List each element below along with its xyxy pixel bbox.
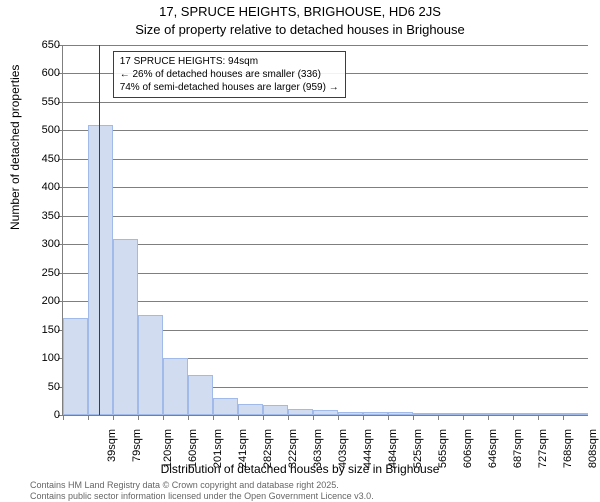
x-tick-label: 363sqm bbox=[312, 429, 324, 468]
annotation-larger: 74% of semi-detached houses are larger (… bbox=[120, 81, 339, 94]
histogram-bar bbox=[463, 413, 488, 415]
footer-line1: Contains HM Land Registry data © Crown c… bbox=[30, 480, 374, 491]
histogram-bar bbox=[413, 413, 438, 415]
property-size-histogram: 17, SPRUCE HEIGHTS, BRIGHOUSE, HD6 2JS S… bbox=[0, 0, 600, 500]
y-axis-label: Number of detached properties bbox=[8, 65, 22, 230]
annotation-subject: 17 SPRUCE HEIGHTS: 94sqm bbox=[120, 55, 339, 68]
subject-property-marker bbox=[99, 45, 100, 415]
histogram-bar bbox=[138, 315, 163, 415]
grid-line bbox=[63, 130, 588, 131]
y-tick-label: 450 bbox=[30, 153, 60, 165]
x-tick-mark bbox=[63, 415, 64, 420]
x-tick-mark bbox=[113, 415, 114, 420]
x-tick-mark bbox=[563, 415, 564, 420]
y-tick-label: 200 bbox=[30, 295, 60, 307]
x-tick-label: 39sqm bbox=[106, 429, 118, 462]
x-tick-label: 282sqm bbox=[262, 429, 274, 468]
y-tick-label: 400 bbox=[30, 181, 60, 193]
x-tick-label: 241sqm bbox=[237, 429, 249, 468]
x-tick-label: 646sqm bbox=[487, 429, 499, 468]
x-tick-label: 79sqm bbox=[131, 429, 143, 462]
grid-line bbox=[63, 244, 588, 245]
histogram-bar bbox=[88, 125, 113, 415]
x-tick-label: 727sqm bbox=[537, 429, 549, 468]
y-tick-label: 550 bbox=[30, 96, 60, 108]
x-tick-label: 444sqm bbox=[362, 429, 374, 468]
y-tick-label: 50 bbox=[30, 381, 60, 393]
histogram-bar bbox=[513, 413, 538, 415]
histogram-bar bbox=[238, 404, 263, 415]
x-tick-label: 201sqm bbox=[212, 429, 224, 468]
histogram-bar bbox=[538, 413, 563, 415]
x-tick-mark bbox=[338, 415, 339, 420]
grid-line bbox=[63, 102, 588, 103]
grid-line bbox=[63, 301, 588, 302]
histogram-bar bbox=[488, 413, 513, 415]
x-tick-mark bbox=[438, 415, 439, 420]
histogram-bar bbox=[338, 412, 363, 415]
x-tick-label: 484sqm bbox=[387, 429, 399, 468]
x-tick-mark bbox=[238, 415, 239, 420]
y-tick-label: 250 bbox=[30, 267, 60, 279]
plot-area: 17 SPRUCE HEIGHTS: 94sqm← 26% of detache… bbox=[62, 45, 588, 416]
grid-line bbox=[63, 187, 588, 188]
histogram-bar bbox=[388, 412, 413, 415]
histogram-bar bbox=[188, 375, 213, 415]
x-tick-mark bbox=[363, 415, 364, 420]
x-tick-mark bbox=[413, 415, 414, 420]
histogram-bar bbox=[563, 413, 588, 415]
x-tick-label: 525sqm bbox=[412, 429, 424, 468]
x-tick-label: 120sqm bbox=[162, 429, 174, 468]
x-tick-mark bbox=[88, 415, 89, 420]
x-tick-label: 687sqm bbox=[512, 429, 524, 468]
y-tick-label: 350 bbox=[30, 210, 60, 222]
x-tick-mark bbox=[163, 415, 164, 420]
histogram-bar bbox=[438, 413, 463, 415]
x-tick-mark bbox=[388, 415, 389, 420]
y-tick-label: 100 bbox=[30, 352, 60, 364]
y-tick-label: 300 bbox=[30, 238, 60, 250]
x-axis-label: Distribution of detached houses by size … bbox=[0, 462, 600, 476]
x-tick-mark bbox=[538, 415, 539, 420]
x-tick-mark bbox=[313, 415, 314, 420]
x-tick-label: 606sqm bbox=[462, 429, 474, 468]
y-tick-label: 0 bbox=[30, 409, 60, 421]
y-tick-label: 650 bbox=[30, 39, 60, 51]
x-tick-mark bbox=[213, 415, 214, 420]
grid-line bbox=[63, 216, 588, 217]
y-tick-label: 150 bbox=[30, 324, 60, 336]
y-tick-label: 600 bbox=[30, 67, 60, 79]
histogram-bar bbox=[288, 409, 313, 415]
x-tick-mark bbox=[463, 415, 464, 420]
grid-line bbox=[63, 273, 588, 274]
chart-title-address: 17, SPRUCE HEIGHTS, BRIGHOUSE, HD6 2JS bbox=[0, 4, 600, 19]
x-tick-label: 322sqm bbox=[287, 429, 299, 468]
x-tick-mark bbox=[488, 415, 489, 420]
grid-line bbox=[63, 415, 588, 416]
histogram-bar bbox=[63, 318, 88, 415]
x-tick-mark bbox=[288, 415, 289, 420]
histogram-bar bbox=[313, 410, 338, 415]
grid-line bbox=[63, 45, 588, 46]
histogram-bar bbox=[163, 358, 188, 415]
histogram-bar bbox=[363, 412, 388, 415]
x-tick-label: 565sqm bbox=[437, 429, 449, 468]
histogram-bar bbox=[113, 239, 138, 415]
x-tick-mark bbox=[513, 415, 514, 420]
histogram-bar bbox=[263, 405, 288, 415]
y-tick-label: 500 bbox=[30, 124, 60, 136]
x-tick-mark bbox=[188, 415, 189, 420]
grid-line bbox=[63, 159, 588, 160]
x-tick-label: 768sqm bbox=[562, 429, 574, 468]
x-tick-label: 403sqm bbox=[337, 429, 349, 468]
x-tick-mark bbox=[138, 415, 139, 420]
annotation-box: 17 SPRUCE HEIGHTS: 94sqm← 26% of detache… bbox=[113, 51, 346, 98]
annotation-smaller: ← 26% of detached houses are smaller (33… bbox=[120, 68, 339, 81]
chart-title-desc: Size of property relative to detached ho… bbox=[0, 22, 600, 37]
x-tick-label: 808sqm bbox=[587, 429, 599, 468]
x-tick-mark bbox=[263, 415, 264, 420]
x-tick-label: 160sqm bbox=[187, 429, 199, 468]
histogram-bar bbox=[213, 398, 238, 415]
footer-attribution: Contains HM Land Registry data © Crown c… bbox=[30, 480, 374, 502]
